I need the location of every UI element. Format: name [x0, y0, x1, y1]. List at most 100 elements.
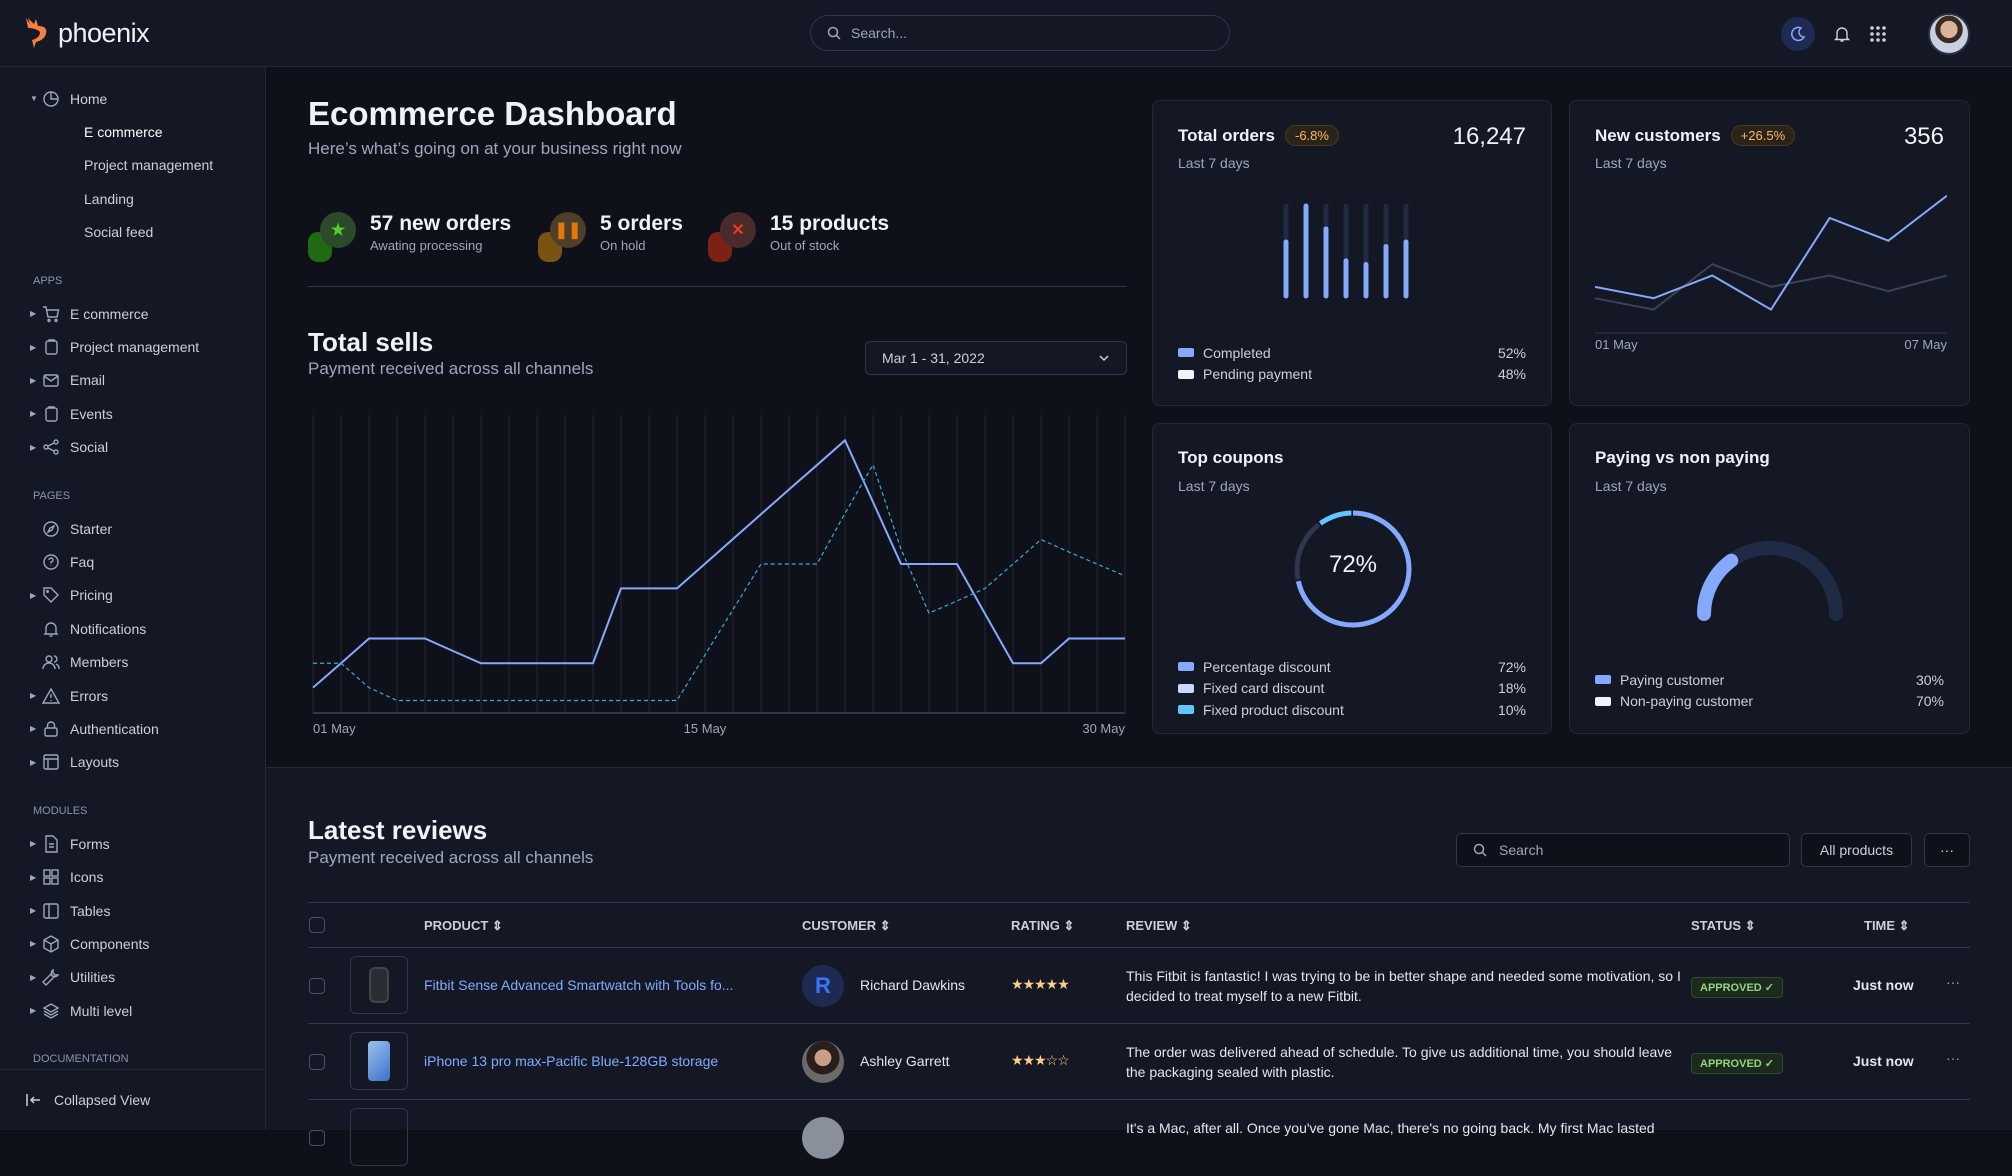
sidebar-item-social-feed[interactable]: Social feed — [0, 216, 266, 249]
reviews-table-header: PRODUCT ⇕ CUSTOMER ⇕ RATING ⇕ REVIEW ⇕ S… — [308, 902, 1970, 948]
share-icon — [42, 438, 60, 456]
brand-name: phoenix — [58, 18, 149, 49]
sidebar-item-starter[interactable]: Starter — [0, 512, 266, 545]
sidebar-item-e-commerce[interactable]: ▶E commerce — [0, 297, 266, 330]
collapse-icon — [26, 1093, 42, 1107]
sidebar-item-pricing[interactable]: ▶Pricing — [0, 579, 266, 612]
sidebar-item-label: E commerce — [70, 306, 149, 322]
row-checkbox[interactable] — [309, 1054, 325, 1070]
column-time[interactable]: TIME ⇕ — [1864, 918, 1910, 934]
row-checkbox[interactable] — [309, 1130, 325, 1146]
row-actions-button[interactable]: ··· — [1946, 974, 1960, 990]
sidebar-item-project-management[interactable]: ▶Project management — [0, 330, 266, 363]
column-status[interactable]: STATUS ⇕ — [1691, 918, 1756, 934]
moon-icon — [1790, 26, 1806, 42]
divider — [308, 286, 1127, 287]
card-subtitle: Last 7 days — [1178, 478, 1250, 494]
caret-down-icon: ▼ — [30, 94, 38, 103]
legend-value: 52% — [1498, 345, 1526, 361]
sidebar-item-authentication[interactable]: ▶ Authentication — [0, 712, 266, 745]
notifications-button[interactable] — [1826, 18, 1858, 50]
customer-name[interactable]: Ashley Garrett — [860, 1053, 949, 1069]
row-actions-button[interactable]: ··· — [1946, 1050, 1960, 1066]
sidebar-item-multi-level[interactable]: ▶Multi level — [0, 994, 266, 1027]
reviews-search-input[interactable]: Search — [1456, 833, 1790, 867]
legend-label: Pending payment — [1203, 366, 1312, 382]
product-thumbnail[interactable] — [350, 1032, 408, 1090]
layout-icon — [42, 753, 60, 771]
more-options-button[interactable]: ··· — [1924, 833, 1970, 867]
sidebar-item-label: Authentication — [70, 721, 159, 737]
all-products-button[interactable]: All products — [1801, 833, 1912, 867]
brand-logo[interactable]: phoenix — [22, 16, 149, 50]
caret-right-icon: ▶ — [30, 873, 36, 882]
bell-icon — [1833, 25, 1851, 43]
phoenix-logo-icon — [22, 16, 52, 50]
sidebar-item-tables[interactable]: ▶Tables — [0, 894, 266, 927]
column-product[interactable]: PRODUCT ⇕ — [424, 918, 503, 934]
sidebar-item-e-commerce[interactable]: E commerce — [0, 115, 266, 148]
table-row: It's a Mac, after all. Once you've gone … — [308, 1100, 1970, 1176]
row-checkbox[interactable] — [309, 978, 325, 994]
product-thumbnail[interactable] — [350, 1108, 408, 1166]
collapse-sidebar-button[interactable]: Collapsed View — [0, 1069, 266, 1130]
sidebar-item-faq[interactable]: Faq — [0, 545, 266, 578]
gauge-track-non-paying — [1731, 548, 1836, 614]
column-review[interactable]: REVIEW ⇕ — [1126, 918, 1192, 934]
change-badge: +26.5% — [1731, 125, 1795, 146]
column-customer[interactable]: CUSTOMER ⇕ — [802, 918, 891, 934]
sidebar-item-home[interactable]: ▼Home — [0, 82, 266, 115]
sidebar-item-social[interactable]: ▶Social — [0, 431, 266, 464]
total-sells-subtitle: Payment received across all channels — [308, 359, 593, 379]
card-subtitle: Last 7 days — [1595, 155, 1667, 171]
series-line-0 — [1595, 196, 1947, 310]
theme-toggle-button[interactable] — [1781, 17, 1815, 51]
product-link[interactable]: iPhone 13 pro max-Pacific Blue-128GB sto… — [424, 1053, 718, 1069]
customer-name[interactable]: Richard Dawkins — [860, 977, 965, 993]
sidebar-item-landing[interactable]: Landing — [0, 182, 266, 215]
caret-right-icon: ▶ — [30, 591, 36, 600]
legend-label: Completed — [1203, 345, 1271, 361]
user-avatar[interactable] — [1928, 13, 1970, 55]
donut-center-value: 72% — [1288, 551, 1418, 579]
sidebar-item-members[interactable]: Members — [0, 645, 266, 678]
page-subtitle: Here’s what’s going on at your business … — [308, 139, 682, 159]
top-coupons-card: Top coupons Last 7 days 72% Percentage d… — [1152, 423, 1552, 734]
card-subtitle: Last 7 days — [1595, 478, 1667, 494]
caret-right-icon: ▶ — [30, 724, 36, 733]
global-search-input[interactable]: Search... — [810, 15, 1230, 51]
search-placeholder: Search... — [851, 25, 907, 41]
sidebar-item-forms[interactable]: ▶Forms — [0, 827, 266, 860]
sidebar-item-email[interactable]: ▶Email — [0, 364, 266, 397]
sidebar-item-label: Social — [70, 439, 108, 455]
date-range-select[interactable]: Mar 1 - 31, 2022 — [865, 341, 1127, 375]
total-orders-card: Total orders-6.8% Last 7 days 16,247 Com… — [1152, 100, 1552, 406]
caret-right-icon: ▶ — [30, 939, 36, 948]
caret-right-icon: ▶ — [30, 839, 36, 848]
sidebar-item-errors[interactable]: ▶Errors — [0, 679, 266, 712]
apps-menu-button[interactable] — [1862, 18, 1894, 50]
legend-value: 10% — [1498, 702, 1526, 718]
column-rating[interactable]: RATING ⇕ — [1011, 918, 1074, 934]
sidebar-item-components[interactable]: ▶Components — [0, 927, 266, 960]
sidebar-item-project-management[interactable]: Project management — [0, 149, 266, 182]
sidebar-item-notifications[interactable]: Notifications — [0, 612, 266, 645]
product-link[interactable]: Fitbit Sense Advanced Smartwatch with To… — [424, 977, 733, 993]
select-all-checkbox[interactable] — [309, 917, 325, 933]
sidebar-item-layouts[interactable]: ▶Layouts — [0, 746, 266, 779]
sidebar-item-icons[interactable]: ▶Icons — [0, 860, 266, 893]
total-orders-value: 16,247 — [1453, 123, 1526, 151]
product-thumbnail[interactable] — [350, 956, 408, 1014]
sidebar-item-utilities[interactable]: ▶Utilities — [0, 961, 266, 994]
sidebar-item-label: Utilities — [70, 969, 115, 985]
total-orders-bar-chart — [1283, 201, 1423, 301]
sidebar-item-events[interactable]: ▶Events — [0, 397, 266, 430]
sidebar-item-label: E commerce — [84, 124, 163, 140]
